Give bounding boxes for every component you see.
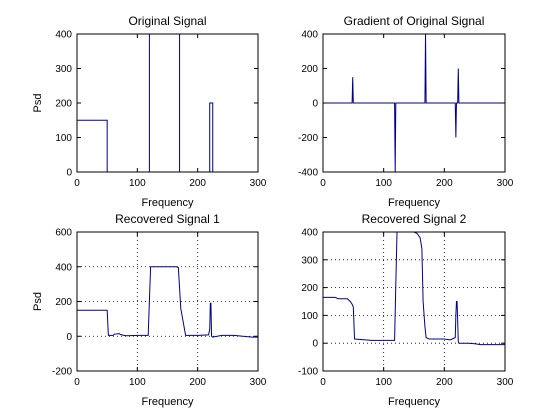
- x-tick-label: 200: [436, 178, 453, 189]
- x-axis-label: Frequency: [142, 396, 194, 408]
- plot-area: [77, 34, 258, 172]
- x-tick-label: 0: [320, 178, 326, 189]
- y-tick-label: 200: [301, 64, 318, 75]
- x-tick-label: 300: [497, 178, 514, 189]
- plot-panel-2: 0 100 200 300 -400 -200 0 200 400 Gradient of Ori…: [298, 14, 514, 209]
- x-axis-label: Frequency: [388, 396, 440, 408]
- y-tick-label: -400: [298, 168, 318, 179]
- x-tick-label: 200: [189, 377, 206, 388]
- x-tick-label: 0: [74, 377, 80, 388]
- y-tick-label: 300: [301, 255, 318, 266]
- x-tick-label: 0: [74, 178, 80, 189]
- plot-title: Original Signal: [128, 14, 206, 28]
- x-axis-label: Frequency: [142, 197, 194, 209]
- axes-frame: [322, 231, 506, 372]
- y-axis-label: Psd: [32, 292, 44, 311]
- y-tick-label: 200: [55, 297, 72, 308]
- y-tick-label: 400: [55, 30, 72, 41]
- y-tick-label: 300: [55, 64, 72, 75]
- plot-panel-1: 0 100 200 300 0 100 200 300 400 Original Signal Fr…: [32, 14, 267, 209]
- y-tick-label: 0: [312, 339, 318, 350]
- plot-area: [323, 232, 505, 371]
- plot-area: [77, 232, 258, 371]
- x-tick-label: 100: [129, 377, 146, 388]
- series-line-1: [323, 34, 505, 172]
- y-tick-label: -200: [52, 367, 72, 378]
- y-tick-label: -200: [298, 133, 318, 144]
- y-tick-label: -100: [298, 367, 318, 378]
- x-tick-label: 100: [129, 178, 146, 189]
- y-tick-label: 0: [66, 168, 72, 179]
- y-tick-label: 400: [301, 30, 318, 41]
- x-tick-label: 300: [497, 377, 514, 388]
- series-line-1: [77, 266, 258, 338]
- series-line-1: [77, 34, 258, 172]
- y-tick-label: 600: [55, 228, 72, 239]
- plot-title: Recovered Signal 2: [362, 212, 467, 226]
- y-tick-label: 200: [301, 283, 318, 294]
- y-tick-label: 400: [55, 262, 72, 273]
- y-tick-label: 100: [301, 311, 318, 322]
- y-tick-label: 200: [55, 99, 72, 110]
- x-tick-label: 200: [189, 178, 206, 189]
- x-axis-label: Frequency: [388, 197, 440, 209]
- x-tick-label: 100: [375, 178, 392, 189]
- plot-title: Recovered Signal 1: [115, 212, 220, 226]
- series-line-1: [323, 232, 505, 346]
- x-tick-label: 0: [320, 377, 326, 388]
- x-tick-label: 300: [250, 377, 267, 388]
- y-axis-label: Psd: [32, 94, 44, 113]
- plot-title: Gradient of Original Signal: [344, 14, 485, 28]
- x-tick-label: 300: [250, 178, 267, 189]
- x-tick-label: 100: [375, 377, 392, 388]
- x-tick-label: 200: [436, 377, 453, 388]
- y-tick-label: 0: [312, 99, 318, 110]
- y-tick-label: 0: [66, 332, 72, 343]
- y-tick-label: 100: [55, 133, 72, 144]
- y-tick-label: 400: [301, 228, 318, 239]
